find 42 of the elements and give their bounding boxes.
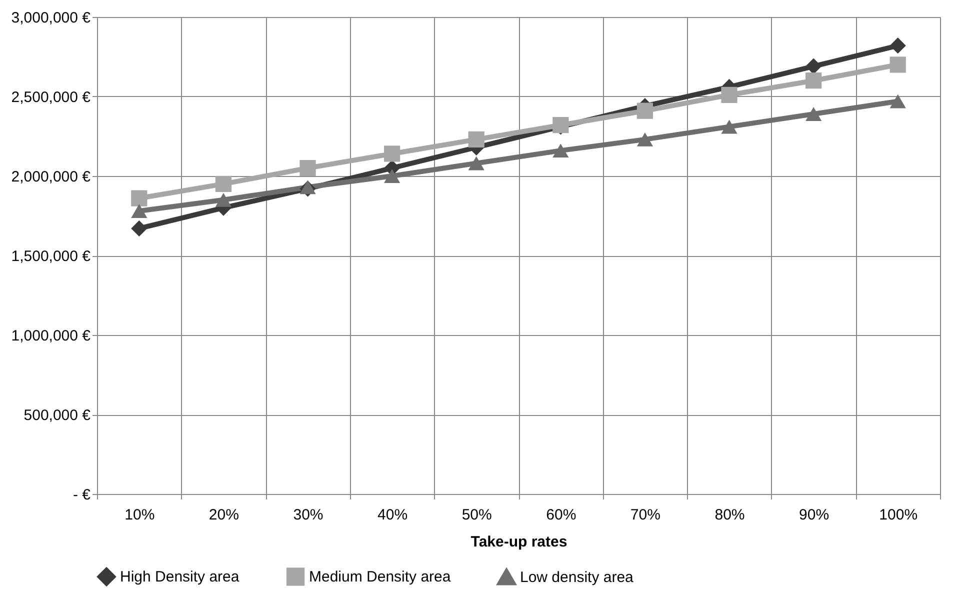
point xyxy=(300,160,316,176)
x-axis-title: Take-up rates xyxy=(470,534,568,550)
y-tick-label: 1,000,000 € xyxy=(11,328,92,344)
point xyxy=(805,72,822,89)
point xyxy=(805,107,822,121)
point xyxy=(215,176,232,192)
y-tick-label: 1,500,000 € xyxy=(11,248,92,265)
legend-label: Low density area xyxy=(520,569,634,586)
point xyxy=(131,220,148,237)
x-tick-label: 90% xyxy=(799,506,830,524)
point xyxy=(131,190,148,206)
y-tick-label: - € xyxy=(72,486,92,504)
y-tick-label: 500,000 € xyxy=(24,407,92,424)
point xyxy=(552,144,569,158)
x-tick-label: 20% xyxy=(208,506,239,524)
point xyxy=(805,58,822,74)
point xyxy=(384,146,400,162)
point xyxy=(721,120,738,134)
point xyxy=(215,192,232,207)
x-tick-label: 60% xyxy=(546,506,576,524)
x-tick-label: 70% xyxy=(630,506,660,524)
point xyxy=(890,38,906,54)
y-tick-label: 2,500,000 € xyxy=(11,89,92,106)
point xyxy=(384,169,400,183)
point xyxy=(131,204,148,218)
x-tick-label: 40% xyxy=(378,506,408,524)
point xyxy=(721,86,738,103)
y-tick-label: 3,000,000 € xyxy=(11,10,92,26)
x-tick-label: 30% xyxy=(293,506,324,524)
point xyxy=(468,131,484,148)
point xyxy=(468,156,484,170)
point xyxy=(636,132,654,146)
x-tick-label: 100% xyxy=(879,506,918,524)
x-tick-label: 50% xyxy=(462,506,492,524)
legend-label: High Density area xyxy=(120,568,240,586)
x-tick-label: 80% xyxy=(714,506,745,524)
legend-label: Medium Density area xyxy=(309,568,452,586)
point xyxy=(890,56,906,73)
y-tick-label: 2,000,000 € xyxy=(11,168,92,186)
x-tick-label: 10% xyxy=(124,506,155,524)
point xyxy=(890,94,906,108)
point xyxy=(636,102,654,119)
